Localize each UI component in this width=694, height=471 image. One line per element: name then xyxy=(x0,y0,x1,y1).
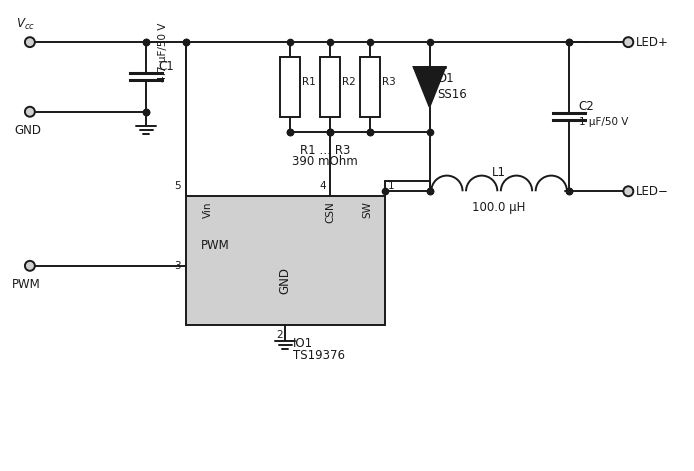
Circle shape xyxy=(623,37,634,47)
Text: 1 μF/50 V: 1 μF/50 V xyxy=(579,117,628,127)
Circle shape xyxy=(25,107,35,117)
Text: 4.7 μF/50 V: 4.7 μF/50 V xyxy=(158,23,168,82)
Text: PWM: PWM xyxy=(201,239,230,252)
Text: 4: 4 xyxy=(319,181,326,191)
Text: C2: C2 xyxy=(579,100,594,113)
Circle shape xyxy=(25,37,35,47)
Text: R2: R2 xyxy=(342,77,356,87)
Text: LED+: LED+ xyxy=(636,36,669,49)
Bar xyxy=(186,196,384,325)
Text: 5: 5 xyxy=(174,181,181,191)
Text: R1: R1 xyxy=(303,77,316,87)
Bar xyxy=(360,57,380,117)
Text: GND: GND xyxy=(279,267,292,294)
Text: IO1: IO1 xyxy=(294,337,314,350)
Text: R1 … R3: R1 … R3 xyxy=(300,144,350,156)
Text: D1: D1 xyxy=(437,73,454,85)
Text: 3: 3 xyxy=(174,261,181,271)
Text: Vin: Vin xyxy=(203,201,213,218)
Circle shape xyxy=(25,261,35,271)
Text: R3: R3 xyxy=(382,77,396,87)
Text: PWM: PWM xyxy=(12,278,40,291)
Text: 100.0 μH: 100.0 μH xyxy=(473,201,526,214)
Text: SS16: SS16 xyxy=(437,89,467,101)
Text: SW: SW xyxy=(362,201,372,218)
Text: 1: 1 xyxy=(388,181,394,191)
Text: $V_{cc}$: $V_{cc}$ xyxy=(17,17,35,32)
Text: 2: 2 xyxy=(276,331,282,341)
Polygon shape xyxy=(414,67,446,107)
Text: GND: GND xyxy=(15,124,42,137)
Bar xyxy=(320,57,340,117)
Circle shape xyxy=(623,187,634,196)
Text: L1: L1 xyxy=(492,166,506,179)
Text: C1: C1 xyxy=(158,60,174,73)
Text: TS19376: TS19376 xyxy=(294,349,346,362)
Text: LED−: LED− xyxy=(636,185,669,198)
Bar xyxy=(280,57,301,117)
Text: CSN: CSN xyxy=(325,201,335,223)
Text: 390 mOhm: 390 mOhm xyxy=(292,155,358,169)
